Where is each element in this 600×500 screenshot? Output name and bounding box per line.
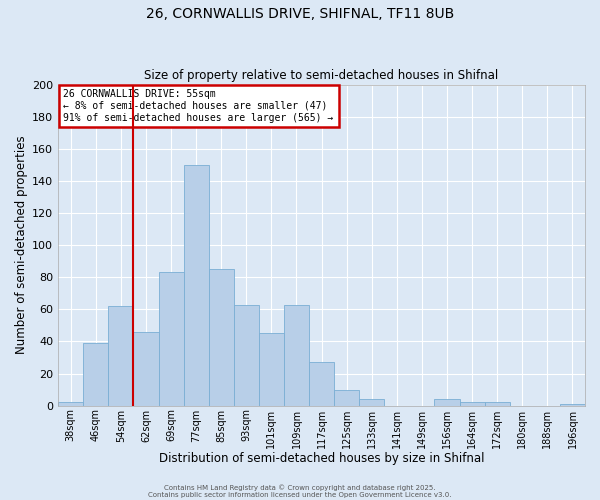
Title: Size of property relative to semi-detached houses in Shifnal: Size of property relative to semi-detach… (145, 69, 499, 82)
Bar (133, 332, 158, 406)
Text: Contains public sector information licensed under the Open Government Licence v3: Contains public sector information licen… (148, 492, 452, 498)
Bar (460, 402, 485, 406)
Bar (259, 334, 284, 406)
Bar (234, 304, 259, 406)
Bar (284, 304, 309, 406)
Text: 26 CORNWALLIS DRIVE: 55sqm
← 8% of semi-detached houses are smaller (47)
91% of : 26 CORNWALLIS DRIVE: 55sqm ← 8% of semi-… (64, 90, 334, 122)
Bar (434, 400, 460, 406)
Bar (184, 165, 209, 406)
Text: Contains HM Land Registry data © Crown copyright and database right 2025.: Contains HM Land Registry data © Crown c… (164, 484, 436, 491)
X-axis label: Distribution of semi-detached houses by size in Shifnal: Distribution of semi-detached houses by … (159, 452, 484, 465)
Bar (83, 343, 109, 406)
Y-axis label: Number of semi-detached properties: Number of semi-detached properties (15, 136, 28, 354)
Bar (58, 402, 83, 406)
Bar (158, 272, 184, 406)
Text: 26, CORNWALLIS DRIVE, SHIFNAL, TF11 8UB: 26, CORNWALLIS DRIVE, SHIFNAL, TF11 8UB (146, 8, 454, 22)
Bar (359, 400, 384, 406)
Bar (334, 390, 359, 406)
Bar (209, 269, 234, 406)
Bar (485, 402, 510, 406)
Bar (560, 404, 585, 406)
Bar (309, 362, 334, 406)
Bar (109, 306, 133, 406)
